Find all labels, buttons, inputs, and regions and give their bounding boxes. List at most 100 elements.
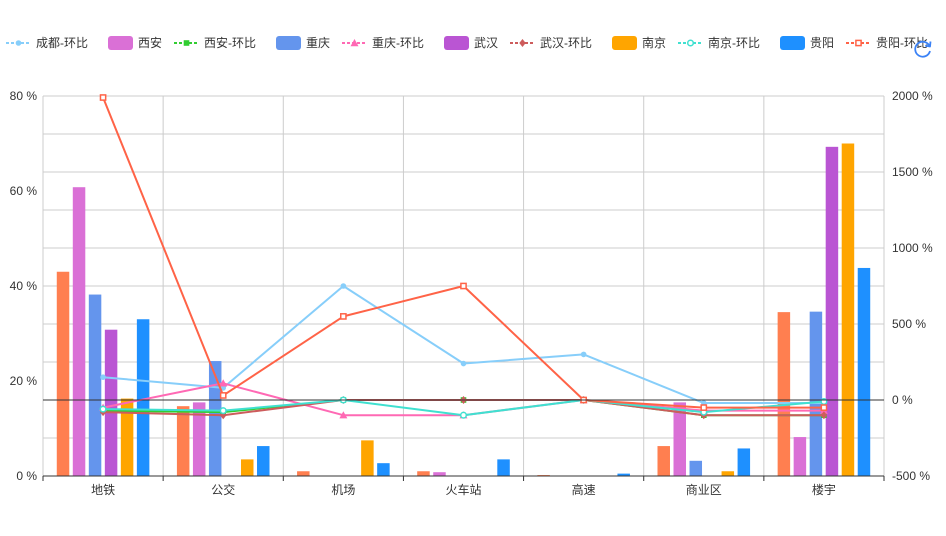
legend-item[interactable]: 南京-环比: [678, 35, 760, 50]
y-right-tick-label: 2000 %: [892, 89, 933, 103]
y-left-tick-label: 60 %: [10, 184, 38, 198]
x-tick-label: 公交: [211, 482, 235, 497]
point: [700, 404, 708, 411]
bars: [56, 143, 871, 476]
legend-label: 贵阳: [810, 36, 834, 50]
legend-item[interactable]: 西安: [108, 35, 162, 50]
legend-label: 南京-环比: [708, 35, 760, 50]
x-tick-label: 地铁: [91, 483, 115, 497]
point: [219, 379, 228, 387]
x-tick-label: 机场: [331, 483, 355, 497]
bar: [361, 440, 374, 476]
lines: [99, 94, 828, 420]
x-tick-label: 火车站: [445, 482, 481, 497]
bar: [72, 187, 86, 476]
legend-swatch: [780, 36, 805, 50]
point: [99, 94, 107, 101]
point: [855, 39, 862, 47]
axes: 地铁 公交 机场 火车站 高速 商业区 楼宇 0 % 20 % 40 % 60 % 80 % -500 …: [10, 89, 933, 497]
bar: [433, 472, 446, 476]
legend-item[interactable]: 南京: [612, 35, 666, 50]
point: [15, 40, 22, 46]
bar: [689, 460, 703, 476]
point: [340, 283, 347, 289]
bar: [56, 271, 70, 476]
legend-swatch: [444, 36, 469, 50]
point: [820, 404, 828, 411]
point: [580, 351, 587, 358]
x-tick-label: 楼宇: [812, 482, 836, 497]
legend-item[interactable]: 成都-环比: [6, 36, 88, 50]
y-right-tick-label: 0 %: [892, 393, 913, 407]
legend-swatch: [108, 36, 133, 50]
bar: [297, 471, 310, 476]
y-right-tick-label: 1500 %: [892, 165, 933, 179]
bar: [208, 361, 222, 476]
bar: [657, 446, 670, 476]
y-right-tick-label: -500 %: [892, 469, 930, 483]
legend-item[interactable]: 武汉-环比: [510, 36, 592, 50]
bar: [257, 446, 270, 476]
legend-label: 西安: [138, 35, 162, 50]
bar: [841, 143, 855, 476]
bar: [673, 402, 687, 476]
bar: [192, 402, 206, 476]
bar: [104, 329, 118, 476]
refresh-icon[interactable]: [912, 38, 934, 60]
bar: [737, 448, 751, 476]
bar: [825, 146, 839, 476]
point: [340, 313, 347, 320]
point: [519, 39, 526, 47]
point: [460, 360, 467, 367]
bar: [617, 473, 630, 476]
bar: [176, 406, 190, 476]
bar: [809, 311, 823, 476]
legend-item[interactable]: 武汉: [444, 36, 498, 50]
point: [99, 405, 107, 413]
bar: [417, 471, 430, 476]
x-tick-label: 高速: [572, 482, 596, 497]
bar: [240, 459, 254, 476]
point: [460, 282, 467, 290]
legend-item[interactable]: 重庆-环比: [342, 36, 424, 50]
y-left-tick-label: 40 %: [10, 279, 38, 293]
bar: [497, 459, 510, 476]
y-left-tick-label: 80 %: [10, 89, 38, 103]
point: [350, 39, 359, 47]
bar: [377, 463, 390, 476]
y-left-tick-label: 20 %: [10, 374, 38, 388]
point: [183, 40, 190, 46]
bar: [857, 267, 871, 476]
legend[interactable]: 成都成都-环比西安西安-环比重庆重庆-环比武汉武汉-环比南京南京-环比贵阳贵阳-…: [0, 35, 928, 50]
point: [459, 411, 468, 419]
legend-label: 重庆: [306, 36, 330, 50]
y-left-tick-label: 0 %: [16, 469, 37, 483]
legend-item[interactable]: 西安-环比: [174, 35, 256, 50]
legend-item[interactable]: 贵阳: [780, 36, 834, 50]
point: [820, 411, 828, 420]
point: [219, 407, 227, 415]
y-right-tick-label: 1000 %: [892, 241, 933, 255]
bar: [120, 398, 134, 476]
point: [686, 39, 695, 47]
legend-label: 西安-环比: [204, 35, 256, 50]
bar: [721, 471, 735, 476]
bar: [136, 319, 150, 476]
legend-label: 武汉: [474, 36, 498, 50]
legend-label: 成都-环比: [36, 36, 88, 50]
legend-label: 南京: [642, 35, 666, 50]
legend-swatch: [276, 36, 301, 50]
legend-swatch: [612, 36, 637, 50]
point: [339, 411, 348, 419]
bar: [88, 294, 102, 476]
legend-label: 重庆-环比: [372, 36, 424, 50]
y-right-tick-label: 500 %: [892, 317, 926, 331]
legend-item[interactable]: 重庆: [276, 36, 330, 50]
point: [219, 392, 227, 399]
bar: [793, 437, 807, 476]
point: [100, 374, 106, 381]
bar: [777, 312, 791, 476]
x-tick-label: 商业区: [686, 482, 722, 497]
legend-label: 武汉-环比: [540, 36, 592, 50]
